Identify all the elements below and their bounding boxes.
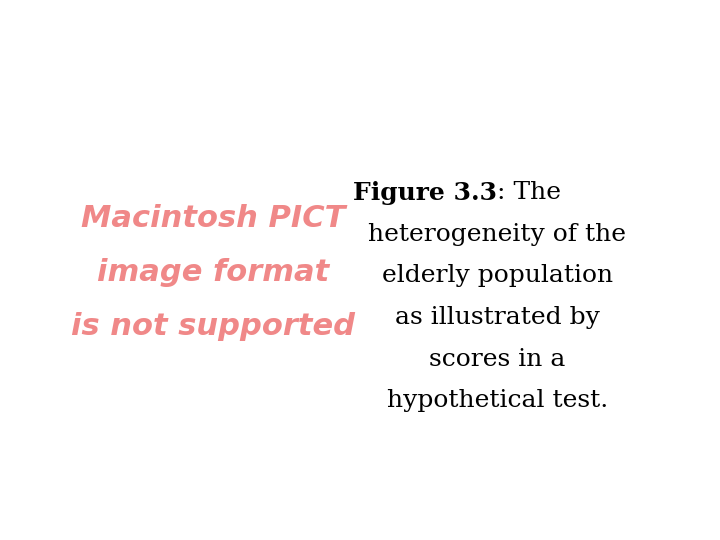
- Text: hypothetical test.: hypothetical test.: [387, 389, 608, 412]
- Text: scores in a: scores in a: [429, 348, 565, 370]
- Text: Macintosh PICT: Macintosh PICT: [81, 204, 345, 233]
- Text: heterogeneity of the: heterogeneity of the: [369, 223, 626, 246]
- Text: is not supported: is not supported: [71, 312, 355, 341]
- Text: image format: image format: [96, 258, 329, 287]
- Text: elderly population: elderly population: [382, 265, 613, 287]
- Text: as illustrated by: as illustrated by: [395, 306, 600, 329]
- Text: : The: : The: [498, 181, 562, 204]
- Text: Figure 3.3: Figure 3.3: [354, 181, 498, 205]
